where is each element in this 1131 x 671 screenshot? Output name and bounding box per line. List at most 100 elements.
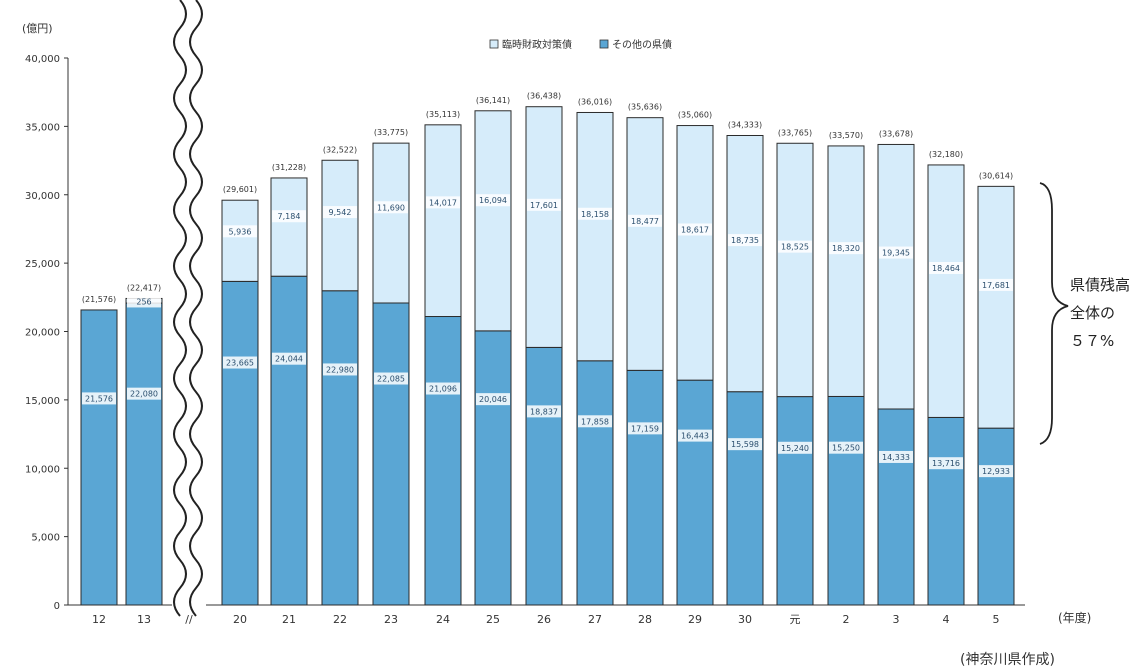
y-tick-label: 10,000 (25, 464, 60, 475)
axis-break-wave (189, 0, 203, 617)
total-label: (32,522) (323, 145, 357, 154)
value-label-bg (426, 196, 460, 209)
bar-temporary-fiscal-bonds (221, 199, 259, 282)
x-tick-label: 元 (790, 613, 801, 626)
value-label-other-bonds: 22,980 (326, 365, 354, 374)
legend-swatch-other (599, 39, 609, 49)
bar-other-bonds (676, 379, 714, 606)
x-tick-label: 26 (537, 613, 551, 626)
bar-temporary-fiscal-bonds (776, 142, 814, 398)
value-label-temporary-bonds: 256 (136, 297, 151, 306)
value-label-bg (476, 393, 510, 406)
bar-other-bonds (576, 360, 614, 606)
bar-other-bonds (221, 280, 259, 606)
bar-other-bonds (270, 275, 308, 606)
axis-break: // (173, 0, 203, 626)
total-label: (35,060) (678, 111, 712, 120)
data-labels: 12 21,576 (21,576) 13 22,080 256 (22,417) 20 23,… (82, 92, 1013, 626)
x-tick-label: 20 (233, 613, 247, 626)
value-label-bg (678, 223, 712, 236)
value-label-bg (323, 206, 357, 219)
total-label: (31,228) (272, 163, 306, 172)
x-tick-label: 4 (943, 613, 950, 626)
value-label-bg (678, 429, 712, 442)
x-tick-label: 28 (638, 613, 652, 626)
total-label: (21,576) (82, 295, 116, 304)
value-label-bg (527, 405, 561, 418)
value-label-bg (728, 234, 762, 247)
value-label-temporary-bonds: 7,184 (278, 212, 301, 221)
bar-other-bonds (125, 302, 163, 606)
x-tick-label: 12 (92, 613, 106, 626)
value-label-other-bonds: 21,576 (85, 394, 113, 403)
bar-other-bonds (726, 391, 764, 606)
y-tick-label: 20,000 (25, 328, 60, 339)
bar-other-bonds (474, 330, 512, 606)
value-label-bg (979, 465, 1013, 478)
bar-temporary-fiscal-bonds (424, 124, 462, 318)
value-label-other-bonds: 15,598 (731, 440, 759, 449)
bar-temporary-fiscal-bonds (321, 159, 359, 292)
annotation-line-3: ５７% (1070, 332, 1114, 350)
value-label-bg (929, 261, 963, 274)
value-label-temporary-bonds: 18,158 (581, 210, 609, 219)
value-label-bg (628, 422, 662, 435)
bar-temporary-fiscal-bonds (576, 111, 614, 362)
value-label-temporary-bonds: 5,936 (229, 227, 252, 236)
y-tick-label: 5,000 (31, 533, 60, 544)
value-label-other-bonds: 16,443 (681, 432, 709, 441)
value-label-temporary-bonds: 14,017 (429, 198, 457, 207)
bar-temporary-fiscal-bonds (877, 143, 915, 410)
annotation: 県債残高 全体の ５７% (1039, 182, 1130, 445)
bar-other-bonds (321, 290, 359, 606)
value-label-bg (578, 207, 612, 220)
y-tick-label: 0 (54, 601, 60, 612)
value-label-temporary-bonds: 18,477 (631, 217, 659, 226)
x-tick-label: 13 (137, 613, 151, 626)
total-label: (30,614) (979, 171, 1013, 180)
value-label-other-bonds: 17,159 (631, 424, 659, 433)
value-label-bg (778, 240, 812, 253)
bar-other-bonds (776, 396, 814, 606)
value-label-temporary-bonds: 18,525 (781, 243, 809, 252)
value-label-other-bonds: 12,933 (982, 467, 1010, 476)
value-label-bg (578, 415, 612, 428)
total-label: (35,636) (628, 103, 662, 112)
bar-other-bonds (827, 395, 865, 606)
y-tick-label: 15,000 (25, 396, 60, 407)
total-label: (33,765) (778, 128, 812, 137)
bar-temporary-fiscal-bonds (827, 145, 865, 397)
value-label-other-bonds: 15,250 (832, 444, 860, 453)
y-unit-label: (億円) (22, 22, 53, 35)
x-tick-label: 3 (893, 613, 900, 626)
x-tick-label: 2 (843, 613, 850, 626)
value-label-bg (527, 198, 561, 211)
value-label-temporary-bonds: 18,735 (731, 236, 759, 245)
legend: 臨時財政対策債 その他の県債 (489, 38, 672, 51)
bar-temporary-fiscal-bonds (726, 134, 764, 393)
total-label: (33,570) (829, 131, 863, 140)
bar-temporary-fiscal-bonds (474, 110, 512, 332)
value-label-bg (127, 387, 161, 400)
bar-temporary-fiscal-bonds (270, 177, 308, 277)
x-tick-label: 21 (282, 613, 296, 626)
value-label-temporary-bonds: 16,094 (479, 196, 507, 205)
value-label-temporary-bonds: 17,601 (530, 201, 558, 210)
bar-temporary-fiscal-bonds (676, 125, 714, 381)
total-label: (33,678) (879, 129, 913, 138)
value-label-temporary-bonds: 18,617 (681, 225, 709, 234)
legend-label-other: その他の県債 (612, 38, 672, 51)
value-label-temporary-bonds: 17,681 (982, 281, 1010, 290)
value-label-bg (127, 295, 161, 308)
total-label: (35,113) (426, 110, 460, 119)
value-label-temporary-bonds: 9,542 (329, 208, 352, 217)
value-label-bg (979, 278, 1013, 291)
bar-other-bonds (927, 416, 965, 606)
value-label-bg (323, 363, 357, 376)
bar-other-bonds (977, 427, 1015, 606)
total-label: (33,775) (374, 128, 408, 137)
bar-temporary-fiscal-bonds (372, 142, 410, 304)
value-label-other-bonds: 17,858 (581, 417, 609, 426)
x-tick-label: 22 (333, 613, 347, 626)
total-label: (29,601) (223, 185, 257, 194)
